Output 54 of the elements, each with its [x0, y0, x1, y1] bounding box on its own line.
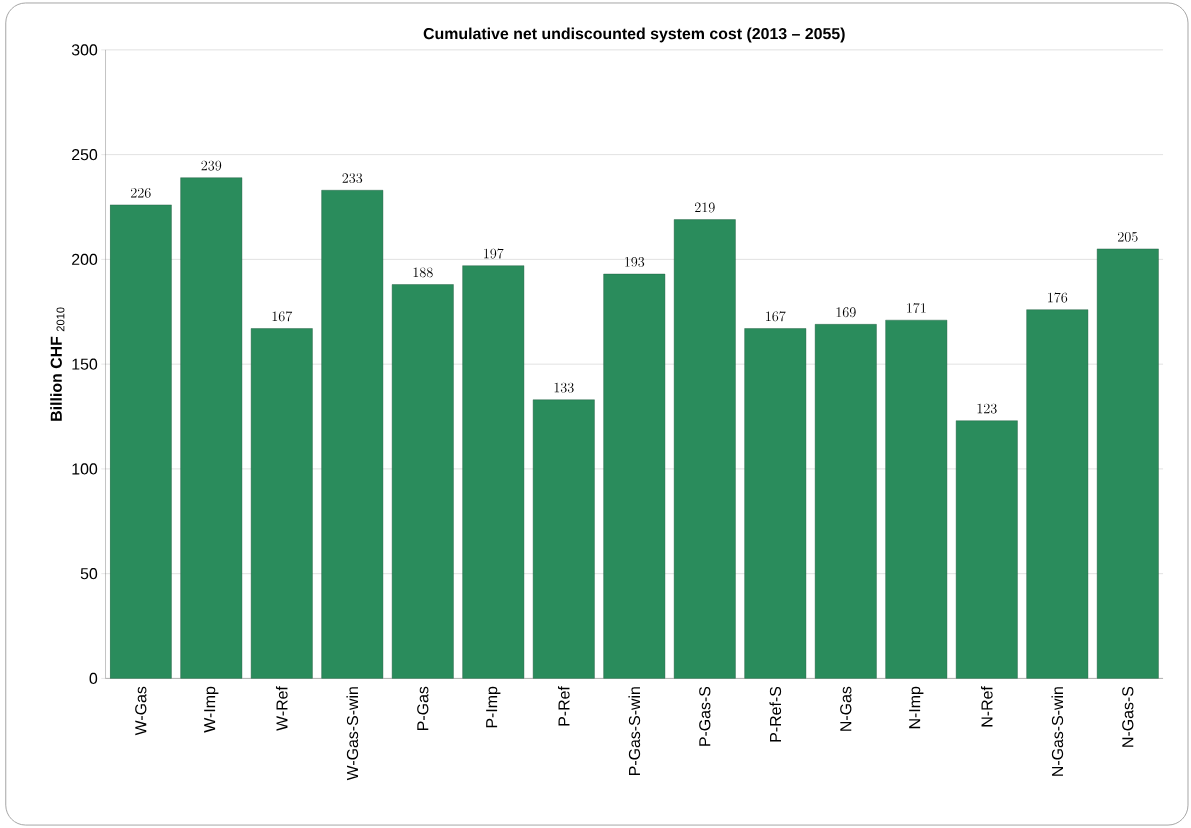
bar — [603, 273, 666, 679]
x-tick-label: N-Gas-S — [1122, 686, 1134, 747]
chart-title: Cumulative net undiscounted system cost (2013 – 2055) — [423, 27, 845, 43]
bar — [109, 204, 172, 679]
x-tick-label: P-Ref-S — [769, 686, 782, 742]
bar — [250, 328, 313, 679]
x-tick-label: N-Ref — [980, 686, 993, 727]
bar — [1096, 248, 1159, 679]
data-label: 171 — [907, 302, 926, 313]
y-tick-label: 200 — [72, 253, 98, 265]
bar — [462, 265, 525, 679]
x-tick-label: N-Gas-S-win — [1051, 687, 1064, 776]
x-tick-label: W-Ref — [275, 686, 288, 731]
x-tick-label: P-Gas — [417, 686, 429, 730]
x-tick-label: P-Imp — [486, 686, 501, 728]
data-label: 169 — [836, 307, 856, 318]
data-label: 219 — [694, 202, 715, 213]
data-label: 123 — [977, 403, 997, 414]
bar — [673, 219, 736, 679]
bar — [391, 284, 454, 679]
data-label: 176 — [1048, 292, 1068, 303]
data-label: 233 — [342, 173, 363, 184]
data-label: 239 — [201, 160, 222, 171]
data-label: 188 — [413, 267, 433, 278]
x-tick-label: W-Gas — [135, 686, 147, 736]
x-tick-label: W-Gas-S-win — [346, 687, 359, 781]
data-label: 205 — [1117, 231, 1138, 242]
bar — [885, 319, 948, 679]
data-label: 197 — [484, 248, 504, 259]
y-tick-label: 150 — [72, 358, 98, 370]
x-tick-label: P-Ref — [557, 686, 570, 726]
bar — [744, 328, 807, 679]
bar — [532, 399, 595, 679]
y-tick-label: 50 — [80, 568, 98, 580]
data-label: 133 — [554, 382, 574, 393]
y-tick-label: 300 — [71, 44, 98, 56]
y-tick-label: 250 — [72, 148, 98, 161]
x-tick-label: P-Gas-S — [699, 686, 711, 746]
x-tick-label: N-Gas — [840, 686, 852, 731]
bar — [955, 420, 1018, 679]
data-label: 167 — [272, 311, 293, 322]
y-tick-label: 0 — [89, 672, 98, 685]
bar — [814, 324, 877, 679]
bar — [321, 190, 384, 679]
x-tick-label: P-Gas-S-win — [628, 687, 641, 775]
bar — [180, 177, 243, 679]
data-label: 193 — [625, 257, 645, 267]
x-tick-label: W-Imp — [204, 686, 219, 733]
y-tick-label: 100 — [72, 463, 98, 475]
bar — [1026, 309, 1089, 679]
data-label: 226 — [130, 187, 151, 198]
x-tick-label: N-Imp — [909, 686, 924, 729]
y-axis-title: Billion CHF $_{2010}$ — [50, 307, 65, 421]
data-label: 167 — [766, 311, 786, 322]
